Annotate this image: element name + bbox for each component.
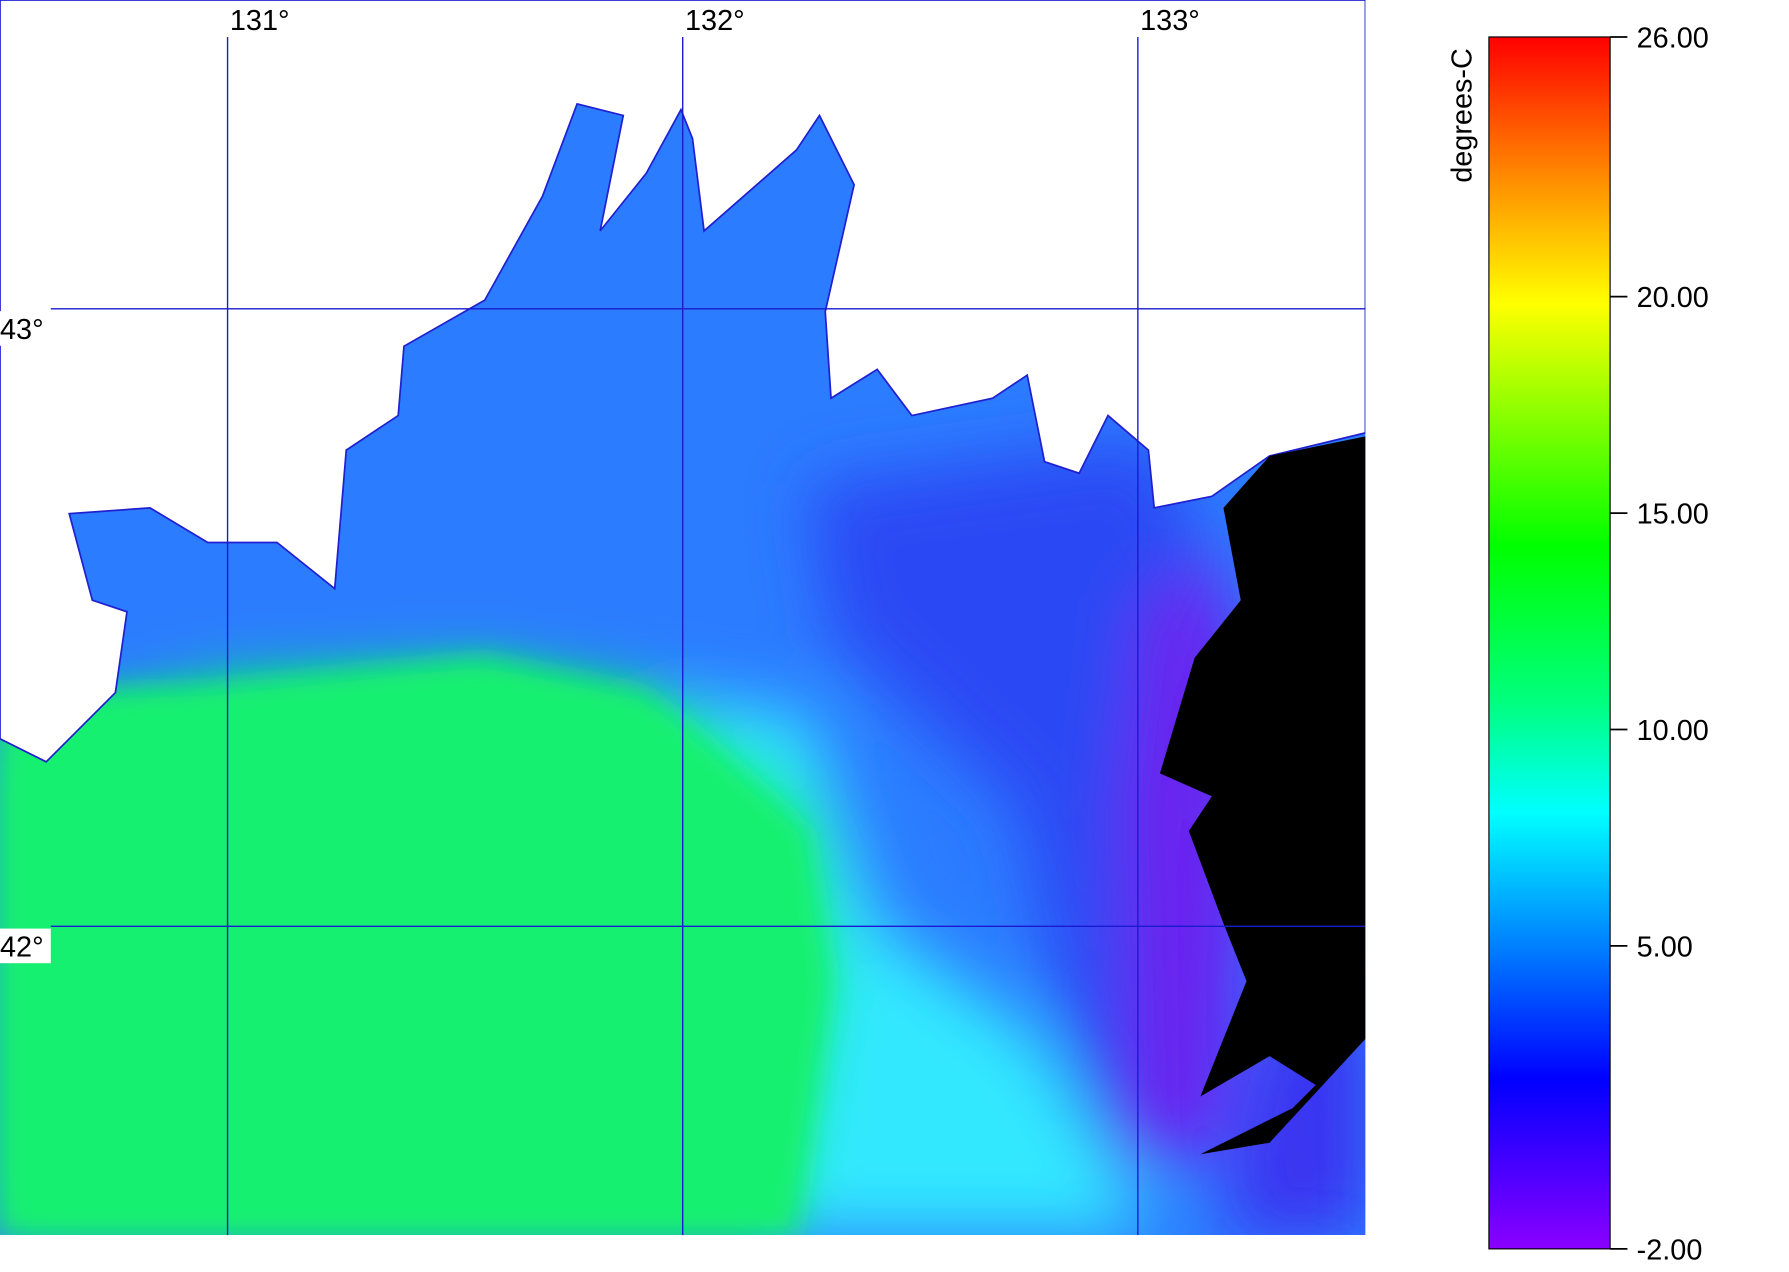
colorbar-tick-label: 10.00	[1637, 715, 1709, 747]
colorbar-tick-label: 26.00	[1637, 22, 1709, 54]
land-dark	[1159, 436, 1366, 1155]
latitude-label: 43°	[0, 314, 44, 346]
colorbar-tick-label: 15.00	[1637, 498, 1709, 530]
colorbar-label: degrees-C	[1447, 48, 1479, 183]
latitude-label-bg	[0, 928, 51, 964]
colorbar-tick-label: 20.00	[1637, 282, 1709, 314]
colorbar-tick-label: 5.00	[1637, 931, 1693, 963]
longitude-label: 131°	[230, 5, 290, 37]
graticule	[50, 36, 1366, 1236]
latitude-label-bg	[0, 311, 51, 346]
longitude-label: 133°	[1140, 5, 1200, 37]
longitude-label: 132°	[685, 5, 745, 37]
colorbar	[1488, 36, 1611, 1250]
land-coast	[0, 0, 1366, 763]
colorbar-tick-label: -2.00	[1637, 1234, 1703, 1266]
warm-water	[0, 657, 832, 1236]
latitude-label: 42°	[0, 931, 44, 963]
